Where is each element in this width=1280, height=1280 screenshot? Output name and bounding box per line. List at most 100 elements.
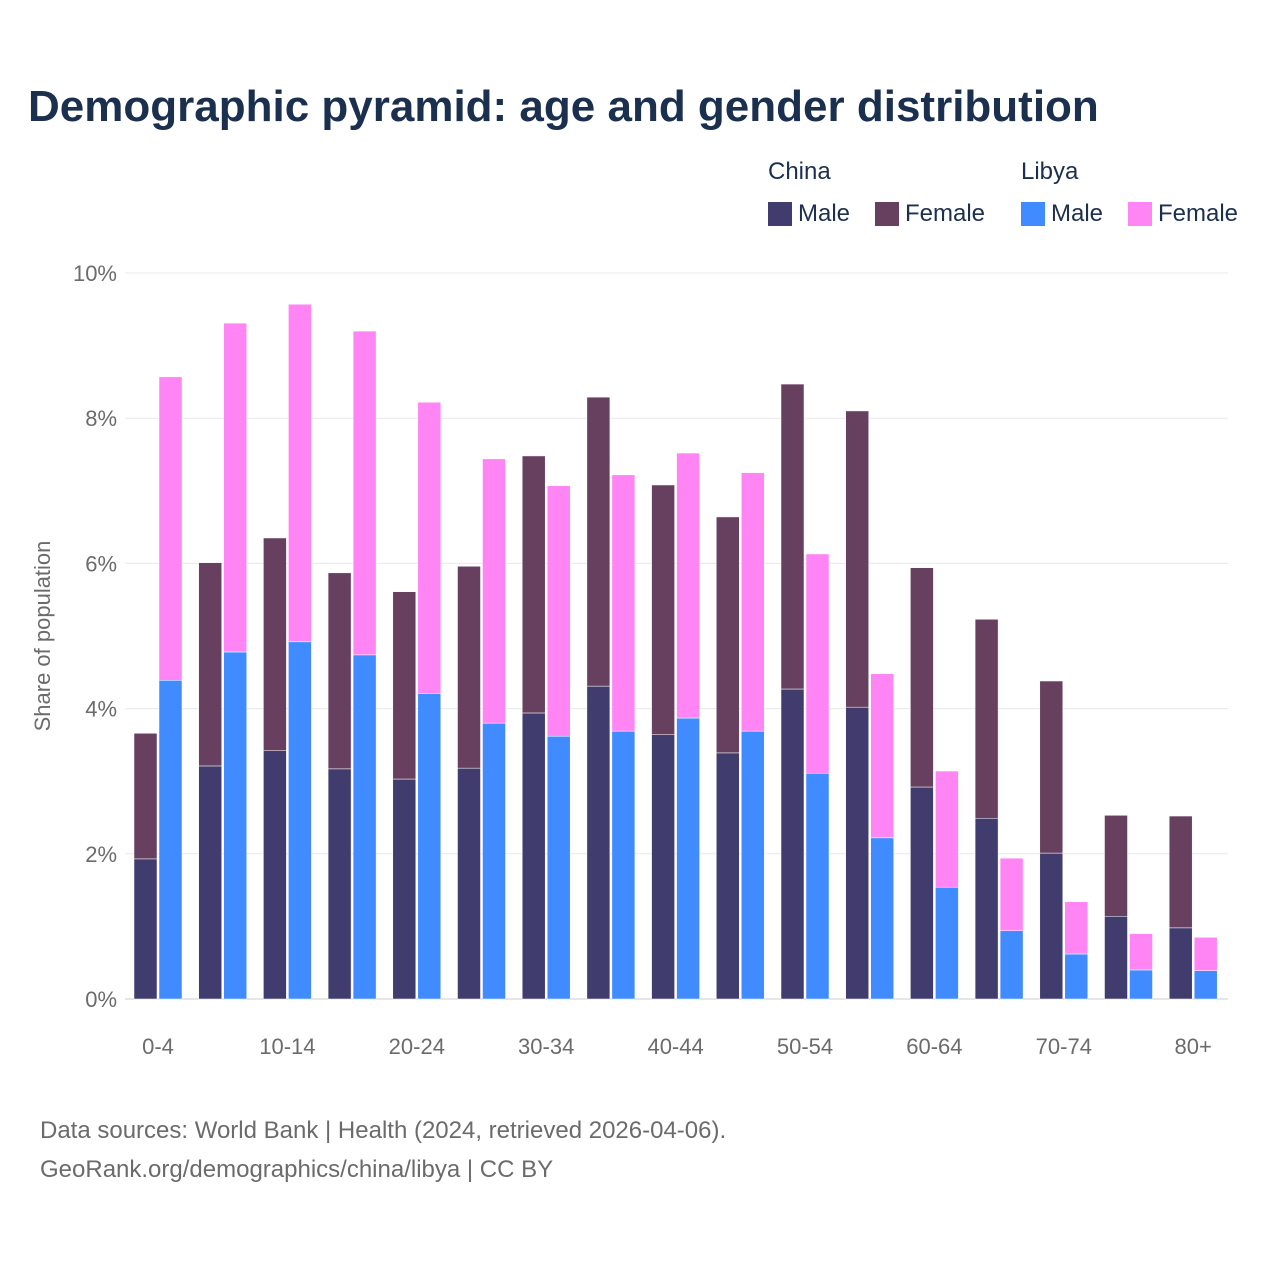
bar-libya-female-20-24 [417,401,442,694]
bar-china-female-50-54 [780,383,805,690]
bar-china-female-25-29 [457,566,481,769]
legend-group-china: China [768,158,831,185]
legend-swatch [1128,202,1152,226]
bar-libya-male-15-19 [352,654,377,1000]
bar-china-male-80+ [1168,927,1193,1000]
bar-libya-female-50-54 [805,553,830,774]
bar-libya-male-5-9 [223,651,247,1000]
bar-china-female-70-74 [1039,680,1064,854]
bar-china-male-65-69 [974,817,999,1000]
bar-libya-female-0-4 [158,376,183,681]
bar-libya-female-30-34 [546,485,571,737]
bar-china-female-10-14 [263,537,287,751]
legend-swatch [768,202,792,226]
y-tick-label: 10% [73,261,117,286]
bar-libya-male-35-39 [611,730,636,1000]
y-tick-label: 0% [85,987,117,1012]
bar-libya-male-55-59 [870,837,894,1000]
legend-china-male[interactable]: Male [768,200,850,228]
legend-group-libya: Libya [1021,158,1079,185]
bar-china-female-0-4 [133,733,158,860]
legend-label: Female [1158,200,1239,227]
bar-china-female-80+ [1168,815,1193,929]
bar-libya-male-0-4 [158,680,183,1000]
y-tick-label: 8% [85,406,117,431]
bar-libya-male-40-44 [676,717,700,1000]
bar-china-female-40-44 [651,484,675,735]
bar-china-female-20-24 [392,591,417,780]
bar-china-female-65-69 [974,619,999,819]
bar-libya-male-65-69 [999,930,1024,1000]
bar-libya-female-10-14 [288,303,312,643]
bar-libya-female-25-29 [482,458,506,724]
bar-china-female-30-34 [521,455,546,714]
bar-china-male-45-49 [716,752,740,1000]
y-axis-title: Share of population [30,541,55,732]
credit-note: GeoRank.org/demographics/china/libya | C… [40,1156,554,1183]
legend-swatch [1021,202,1045,226]
bar-libya-female-65-69 [999,857,1024,932]
bar-libya-female-75-79 [1129,933,1153,971]
chart-plot: 0% 2% 4% 6% 8% 10% Share of population 0-4 10-14… [30,261,1228,1059]
y-tick-label: 4% [85,697,117,722]
x-tick-label: 50-54 [777,1034,833,1059]
bar-china-female-45-49 [716,516,740,754]
bar-libya-male-30-34 [546,735,571,1000]
bar-libya-female-80+ [1193,937,1218,971]
bar-china-female-35-39 [586,396,611,687]
legend-swatch [875,202,899,226]
bar-libya-female-5-9 [223,322,247,653]
bar-china-female-5-9 [198,562,222,767]
bar-libya-male-70-74 [1064,953,1089,1000]
bar-libya-male-60-64 [935,886,959,1000]
source-note: Data sources: World Bank | Health (2024,… [40,1117,727,1144]
bar-china-female-55-59 [845,410,869,708]
y-tick-label: 6% [85,551,117,576]
x-tick-label: 10-14 [259,1034,315,1059]
legend-label: Male [798,200,851,227]
bar-china-female-15-19 [327,572,352,770]
y-tick-label: 2% [85,842,117,867]
bar-china-female-60-64 [910,567,934,788]
bar-china-male-25-29 [457,767,481,1000]
bar-china-male-0-4 [133,858,158,1000]
x-tick-label: 20-24 [389,1034,445,1059]
x-tick-label: 0-4 [142,1034,174,1059]
bar-libya-male-75-79 [1129,969,1153,1000]
bar-china-male-15-19 [327,768,352,1000]
bar-libya-male-20-24 [417,693,442,1000]
bar-china-male-60-64 [910,786,934,1000]
bar-china-male-35-39 [586,685,611,1000]
x-tick-label: 80+ [1175,1034,1212,1059]
bar-libya-female-55-59 [870,673,894,839]
x-tick-label: 30-34 [518,1034,574,1059]
legend-libya-female[interactable]: Female [1128,200,1238,228]
bar-libya-male-50-54 [805,772,830,1000]
bar-libya-female-35-39 [611,474,636,732]
bar-china-male-30-34 [521,712,546,1000]
legend-libya-male[interactable]: Male [1021,200,1103,228]
x-tick-label: 70-74 [1036,1034,1092,1059]
x-tick-label: 60-64 [906,1034,962,1059]
bar-china-male-55-59 [845,706,869,1000]
legend-label: Male [1051,200,1104,227]
chart-title: Demographic pyramid: age and gender dist… [28,82,1099,131]
bar-china-male-10-14 [263,750,287,1000]
bar-china-male-70-74 [1039,852,1064,1000]
bar-libya-female-45-49 [741,472,765,732]
legend-china-female[interactable]: Female [875,200,985,228]
bar-libya-male-80+ [1193,970,1218,1000]
bar-china-male-20-24 [392,778,417,1000]
bar-libya-female-60-64 [935,770,959,888]
bar-libya-male-45-49 [741,730,765,1000]
legend-label: Female [905,200,986,227]
bar-china-male-40-44 [651,734,675,1000]
bar-china-male-75-79 [1104,915,1128,1000]
x-tick-label: 40-44 [647,1034,703,1059]
bar-libya-male-10-14 [288,641,312,1000]
bar-china-male-50-54 [780,688,805,1000]
bar-libya-female-70-74 [1064,901,1089,955]
bar-libya-female-15-19 [352,330,377,656]
bar-libya-female-40-44 [676,452,700,719]
bar-china-female-75-79 [1104,815,1128,917]
